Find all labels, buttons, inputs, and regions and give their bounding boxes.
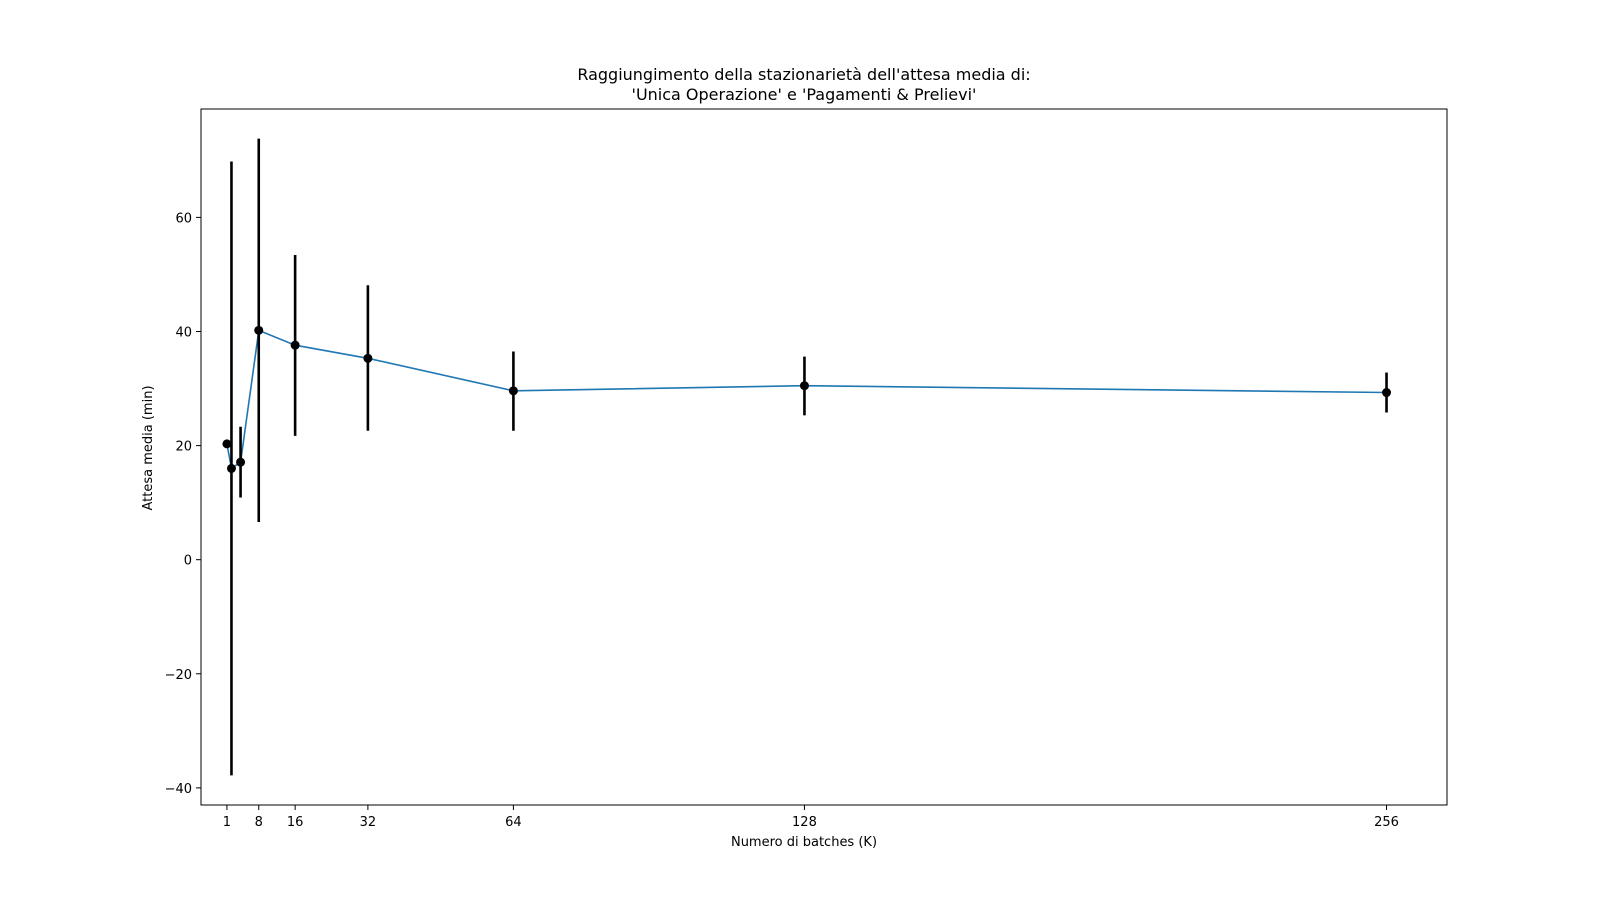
data-point	[799, 381, 809, 391]
data-point	[290, 340, 300, 350]
x-tick-label: 8	[255, 815, 263, 830]
plot-area	[200, 108, 1448, 806]
x-tick-label: 32	[360, 815, 377, 830]
x-tick-label: 128	[792, 815, 817, 830]
data-point	[1382, 388, 1392, 398]
y-axis-ticks: −40 −20 0 20 40 60	[165, 211, 201, 797]
x-tick-label: 16	[287, 815, 304, 830]
y-tick-label: 40	[175, 325, 192, 340]
series-layer	[222, 138, 1392, 776]
data-point	[222, 439, 232, 449]
y-tick-label: −40	[165, 782, 192, 797]
y-tick-label: 20	[175, 440, 192, 455]
data-point	[254, 325, 264, 335]
y-tick-label: 0	[184, 554, 192, 569]
x-tick-label: 64	[505, 815, 522, 830]
axes-frame	[200, 108, 1448, 806]
x-axis-ticks: 1 8 16 32 64 128 256	[223, 805, 1399, 830]
x-axis-label: Numero di batches (K)	[731, 835, 877, 850]
y-tick-label: −20	[165, 668, 192, 683]
chart-title-line-1: Raggiungimento della stazionarietà dell'…	[577, 65, 1030, 84]
data-point	[508, 386, 518, 396]
data-point	[363, 353, 373, 363]
chart-title-line-2: 'Unica Operazione' e 'Pagamenti & Prelie…	[632, 85, 977, 104]
x-tick-label: 1	[223, 815, 231, 830]
data-point	[226, 463, 236, 473]
y-tick-label: 60	[175, 211, 192, 226]
data-point	[236, 457, 246, 467]
x-tick-label: 256	[1374, 815, 1399, 830]
y-axis-label: Attesa media (min)	[141, 385, 156, 510]
